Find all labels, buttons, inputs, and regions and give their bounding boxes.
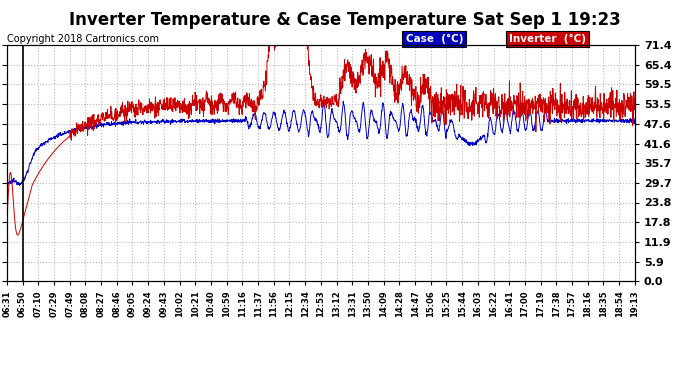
Text: Copyright 2018 Cartronics.com: Copyright 2018 Cartronics.com	[7, 34, 159, 44]
Text: Case  (°C): Case (°C)	[406, 34, 463, 44]
Text: Inverter Temperature & Case Temperature Sat Sep 1 19:23: Inverter Temperature & Case Temperature …	[69, 11, 621, 29]
Text: Inverter  (°C): Inverter (°C)	[509, 34, 586, 44]
